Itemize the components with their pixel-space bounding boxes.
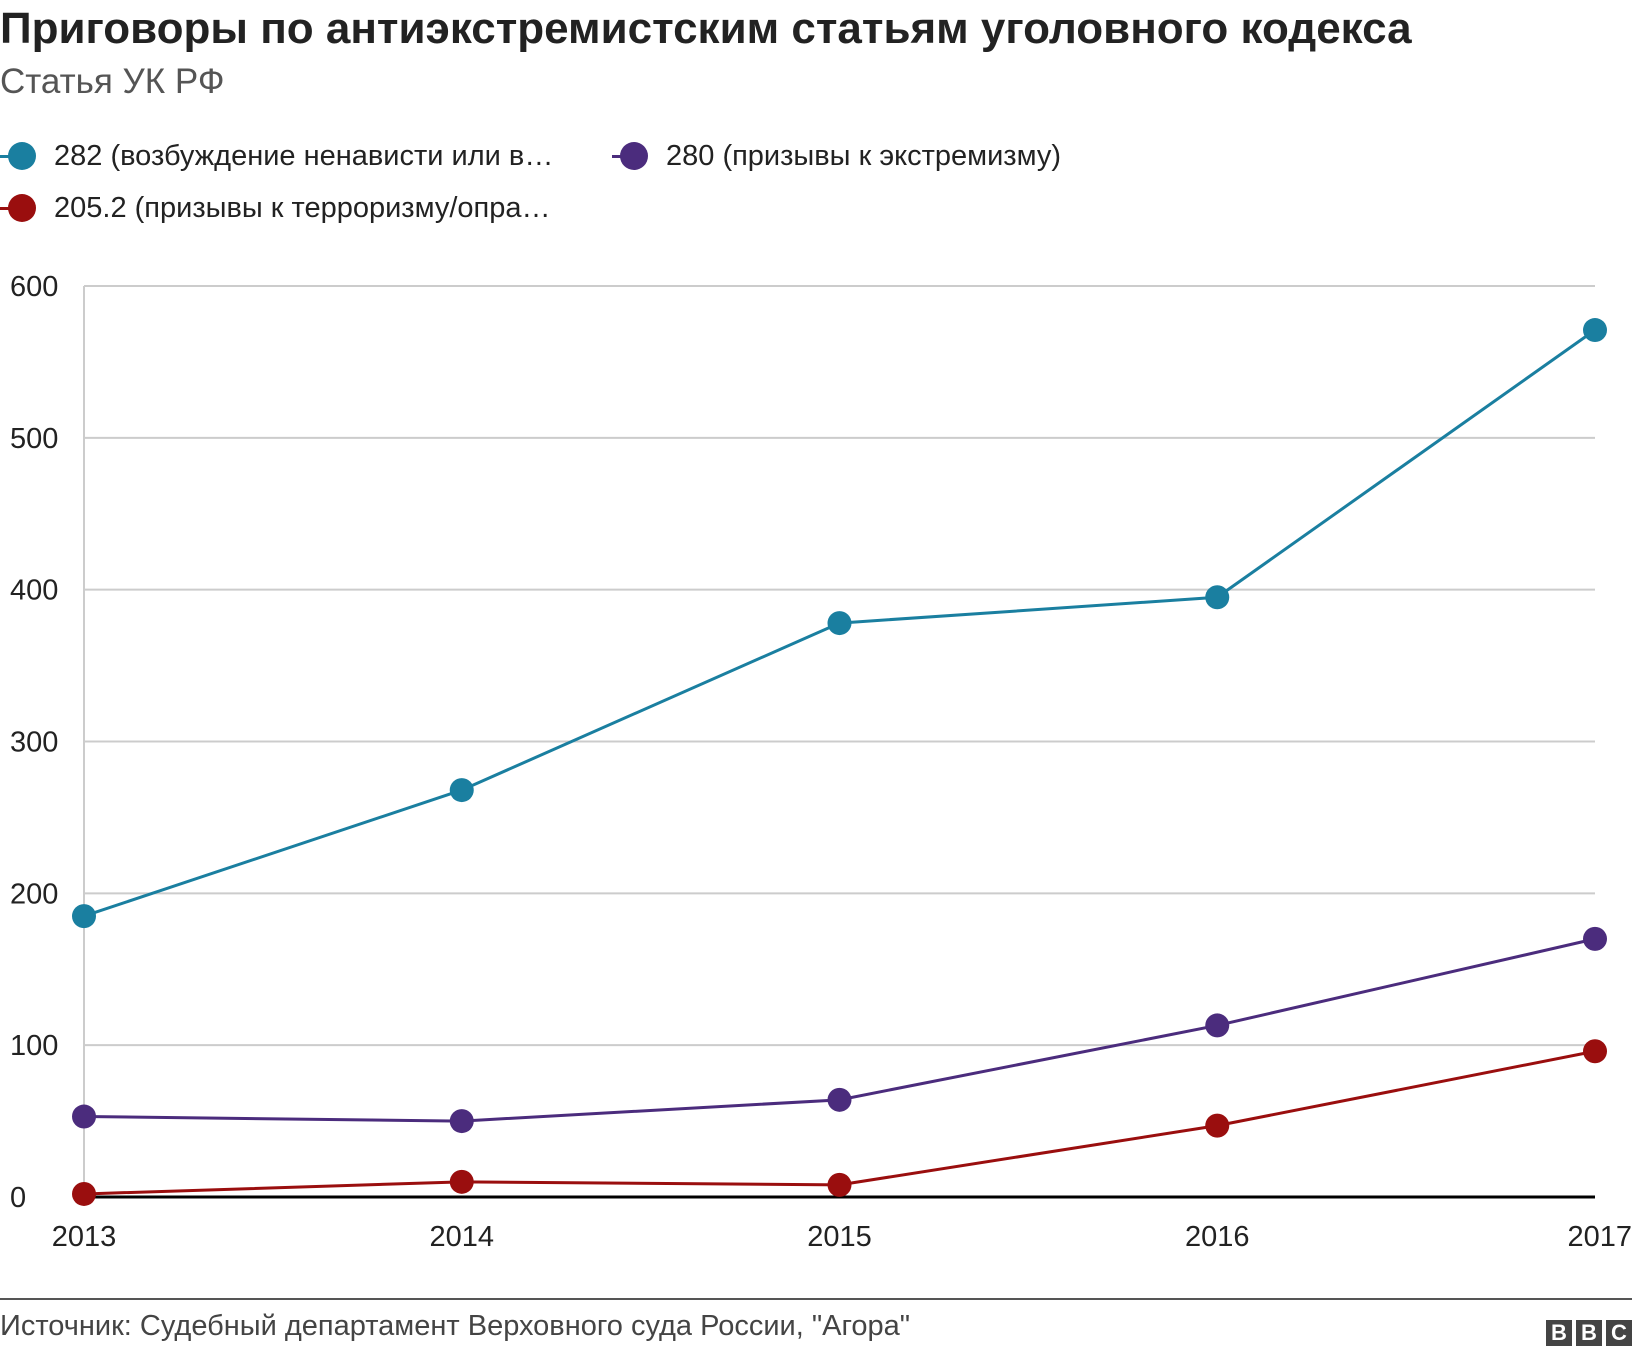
data-point bbox=[827, 611, 852, 636]
source-note: Источник: Судебный департамент Верховног… bbox=[0, 1310, 911, 1342]
y-tick-label: 200 bbox=[10, 878, 58, 910]
y-tick-label: 400 bbox=[10, 575, 58, 607]
x-tick-label: 2015 bbox=[807, 1221, 872, 1253]
data-point bbox=[449, 1109, 474, 1134]
data-point bbox=[449, 778, 474, 803]
data-point bbox=[1205, 585, 1230, 610]
data-point bbox=[1583, 318, 1607, 343]
data-point bbox=[1583, 926, 1607, 951]
data-point bbox=[1583, 1039, 1607, 1064]
y-tick-label: 600 bbox=[10, 271, 58, 303]
y-tick-label: 500 bbox=[10, 423, 58, 455]
data-point bbox=[72, 1104, 96, 1129]
series-line bbox=[83, 1049, 1596, 1196]
legend-marker-icon bbox=[0, 136, 44, 176]
chart-series bbox=[72, 318, 1607, 1206]
y-axis-ticks: 0 100 200 300 400 500 600 bbox=[10, 271, 58, 1214]
chart-subtitle: Статья УК РФ bbox=[0, 62, 225, 101]
legend-label: 282 (возбуждение ненависти или в… bbox=[54, 139, 554, 172]
legend-item-282: 282 (возбуждение ненависти или в… bbox=[0, 136, 553, 176]
x-tick-label: 2014 bbox=[429, 1221, 494, 1253]
series-2 bbox=[72, 1039, 1607, 1206]
footer-divider bbox=[0, 1298, 1632, 1300]
bbc-logo-letter: B bbox=[1576, 1320, 1602, 1346]
data-point bbox=[72, 904, 96, 929]
chart-gridlines bbox=[83, 285, 1595, 1199]
bbc-logo-letter: B bbox=[1546, 1320, 1572, 1346]
legend-marker-icon bbox=[0, 188, 44, 228]
legend-label: 280 (призывы к экстремизму) bbox=[666, 139, 1062, 172]
legend-marker-icon bbox=[612, 136, 656, 176]
x-tick-label: 2017 bbox=[1567, 1221, 1632, 1253]
data-point bbox=[72, 1181, 96, 1206]
y-tick-label: 100 bbox=[10, 1030, 58, 1062]
y-tick-label: 300 bbox=[10, 727, 58, 759]
legend-item-280: 280 (призывы к экстремизму) bbox=[612, 136, 1061, 176]
x-tick-label: 2016 bbox=[1185, 1221, 1250, 1253]
legend-label: 205.2 (призывы к терроризму/опра… bbox=[54, 191, 551, 224]
bbc-logo: B B C bbox=[1546, 1320, 1632, 1346]
data-point bbox=[1205, 1013, 1230, 1038]
data-point bbox=[449, 1169, 474, 1194]
line-chart: 0 100 200 300 400 500 600 2013 2014 2015 2016 2017 bbox=[10, 271, 1632, 1253]
y-tick-label: 0 bbox=[10, 1182, 26, 1214]
chart-title: Приговоры по антиэкстремистским статьям … bbox=[0, 4, 1412, 53]
bbc-logo-letter: C bbox=[1606, 1320, 1632, 1346]
x-axis-ticks: 2013 2014 2015 2016 2017 bbox=[52, 1221, 1632, 1253]
series-1 bbox=[72, 926, 1607, 1134]
legend-item-205-2: 205.2 (призывы к терроризму/опра… bbox=[0, 188, 551, 228]
data-point bbox=[827, 1172, 852, 1197]
data-point bbox=[1205, 1113, 1230, 1138]
data-point bbox=[827, 1087, 852, 1112]
series-0 bbox=[72, 318, 1607, 929]
x-tick-label: 2013 bbox=[52, 1221, 117, 1253]
